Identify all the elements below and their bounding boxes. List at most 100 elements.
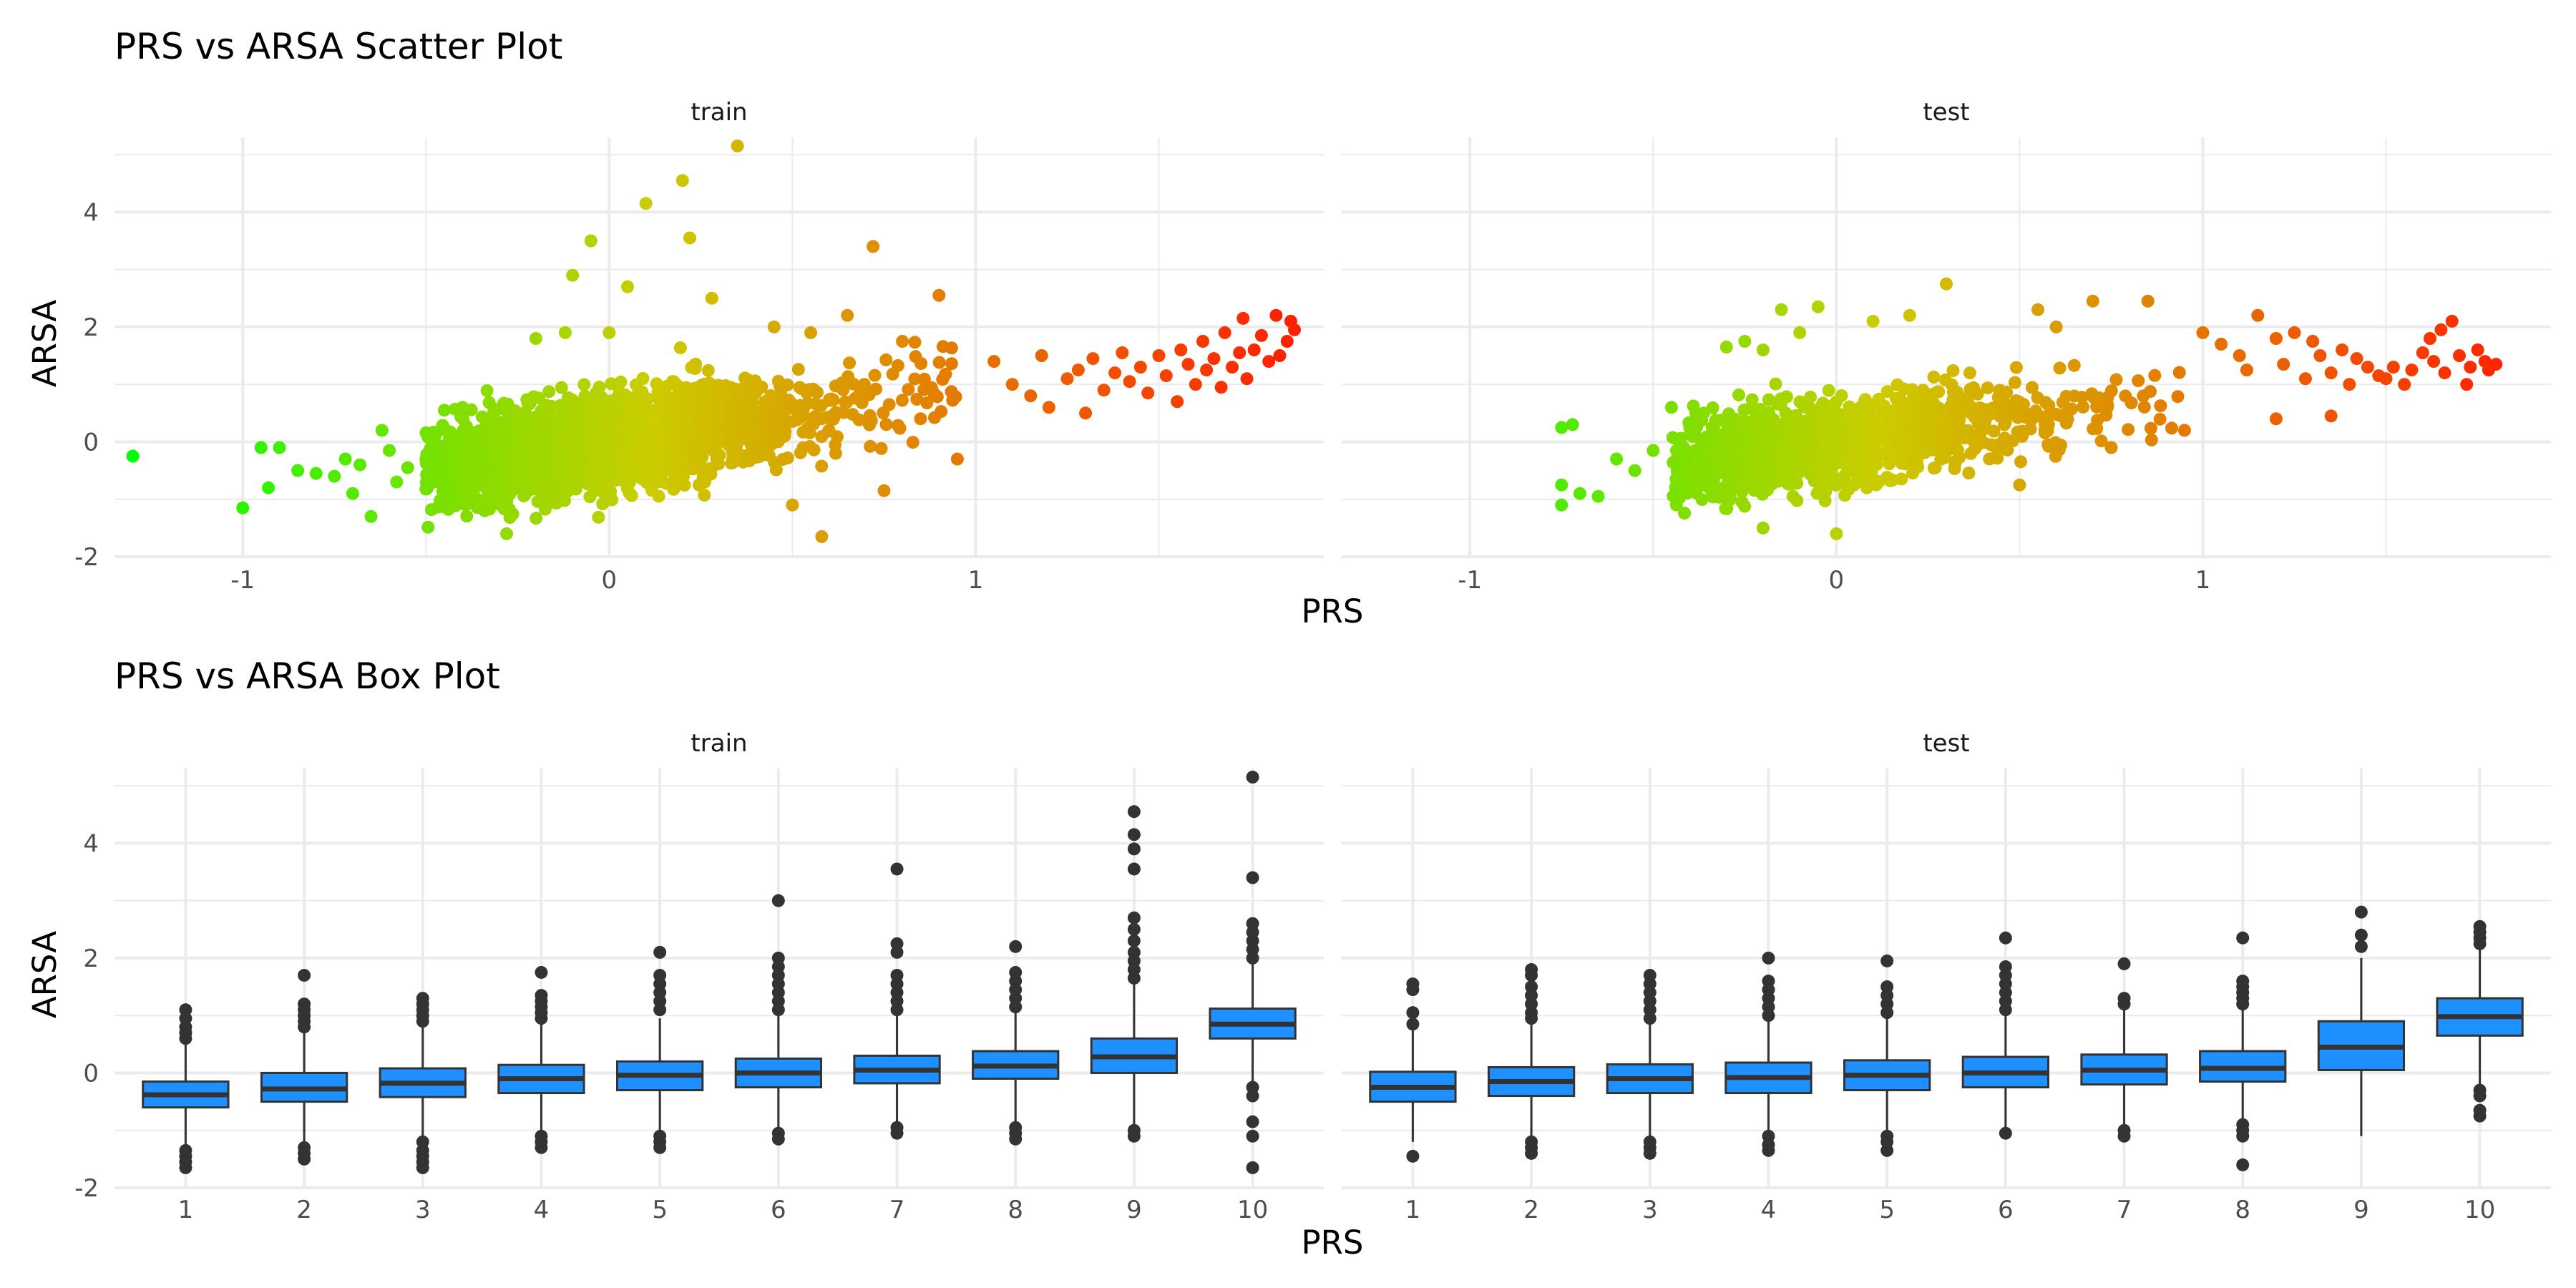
data-point [704, 467, 718, 481]
data-point [623, 473, 637, 487]
data-point [815, 459, 829, 473]
data-point [1927, 462, 1941, 475]
data-point [782, 394, 796, 407]
outlier-point [1246, 871, 1259, 884]
data-point [1998, 402, 2011, 416]
box-1 [142, 1003, 230, 1174]
data-point [585, 479, 599, 492]
data-point [619, 422, 633, 436]
data-point [1887, 411, 1901, 425]
data-point [2427, 355, 2441, 369]
data-point [1200, 364, 1214, 377]
data-point [624, 399, 638, 413]
data-point [1954, 421, 1968, 435]
data-point [1756, 521, 1770, 535]
data-point [2054, 409, 2067, 423]
data-point [431, 500, 445, 514]
data-point [666, 375, 679, 389]
data-point [827, 411, 841, 424]
data-point [500, 527, 513, 540]
outlier-point [298, 1152, 311, 1166]
data-point [1870, 458, 1883, 472]
data-point [1555, 478, 1568, 492]
data-point [2251, 308, 2265, 322]
data-point [2006, 434, 2019, 448]
data-point [879, 353, 893, 366]
data-point [863, 409, 877, 422]
data-point [2434, 323, 2448, 336]
x-axis-label: PRS [1302, 592, 1364, 630]
data-point [614, 375, 628, 389]
data-point [877, 406, 890, 420]
outlier-point [1127, 911, 1141, 924]
data-point [375, 424, 389, 437]
data-point [1566, 418, 1579, 431]
data-point [558, 326, 572, 339]
data-point [605, 377, 618, 391]
data-point [581, 406, 595, 420]
data-point [1171, 395, 1184, 409]
data-point [1759, 454, 1772, 467]
data-point [2306, 335, 2320, 348]
data-point [1843, 427, 1857, 441]
data-point [1782, 447, 1796, 461]
outlier-point [2236, 997, 2250, 1011]
data-point [1823, 455, 1836, 469]
x-tick-label: 4 [534, 1196, 550, 1224]
data-point [1207, 352, 1221, 366]
data-point [675, 174, 689, 187]
data-point [689, 456, 703, 469]
data-point [1890, 434, 1903, 447]
data-point [1079, 406, 1093, 420]
data-point [713, 449, 726, 462]
data-point [841, 308, 854, 322]
data-point [2016, 424, 2029, 438]
data-point [515, 447, 529, 460]
data-point [741, 373, 754, 386]
data-point [1714, 414, 1727, 427]
data-point [1923, 425, 1937, 439]
x-tick-label: 1 [968, 566, 984, 595]
data-point [1916, 384, 1930, 397]
data-point [2233, 349, 2246, 362]
outlier-point [771, 1132, 785, 1146]
data-point [437, 404, 451, 417]
outlier-point [1246, 1161, 1259, 1174]
data-point [353, 458, 367, 472]
data-point [2386, 361, 2400, 374]
data-point [2215, 338, 2228, 351]
data-point [822, 424, 836, 437]
data-point [562, 484, 575, 497]
data-point [537, 434, 550, 447]
data-point [2025, 381, 2039, 394]
data-point [1737, 476, 1751, 489]
data-point [1214, 381, 1228, 394]
data-point [1236, 311, 1250, 325]
data-point [1858, 393, 1872, 406]
data-point [1902, 421, 1916, 434]
data-point [1971, 387, 1984, 401]
box-panel-train: train 1 2 3 4 5 6 7 8 9 10 [114, 729, 1324, 1224]
data-point [2269, 332, 2283, 345]
box-6 [1961, 931, 2049, 1140]
data-point [2086, 294, 2099, 308]
data-point [527, 390, 540, 404]
data-point [1883, 454, 1896, 468]
data-point [309, 467, 323, 480]
outlier-point [1246, 771, 1259, 784]
data-point [493, 440, 507, 454]
y-axis-label: ARSA [26, 300, 64, 387]
y-tick-label: 2 [83, 945, 99, 973]
data-point [775, 409, 789, 423]
data-point [1998, 418, 2011, 431]
data-point [572, 468, 585, 482]
outlier-point [1406, 983, 1420, 997]
outlier-point [2354, 928, 2368, 942]
data-point [633, 414, 646, 428]
data-point [1795, 425, 1809, 439]
chart-title: PRS vs ARSA Scatter Plot [114, 26, 562, 67]
data-point [1777, 425, 1790, 439]
y-tick-label: 4 [83, 198, 99, 227]
data-point [732, 384, 746, 397]
data-point [562, 440, 575, 454]
